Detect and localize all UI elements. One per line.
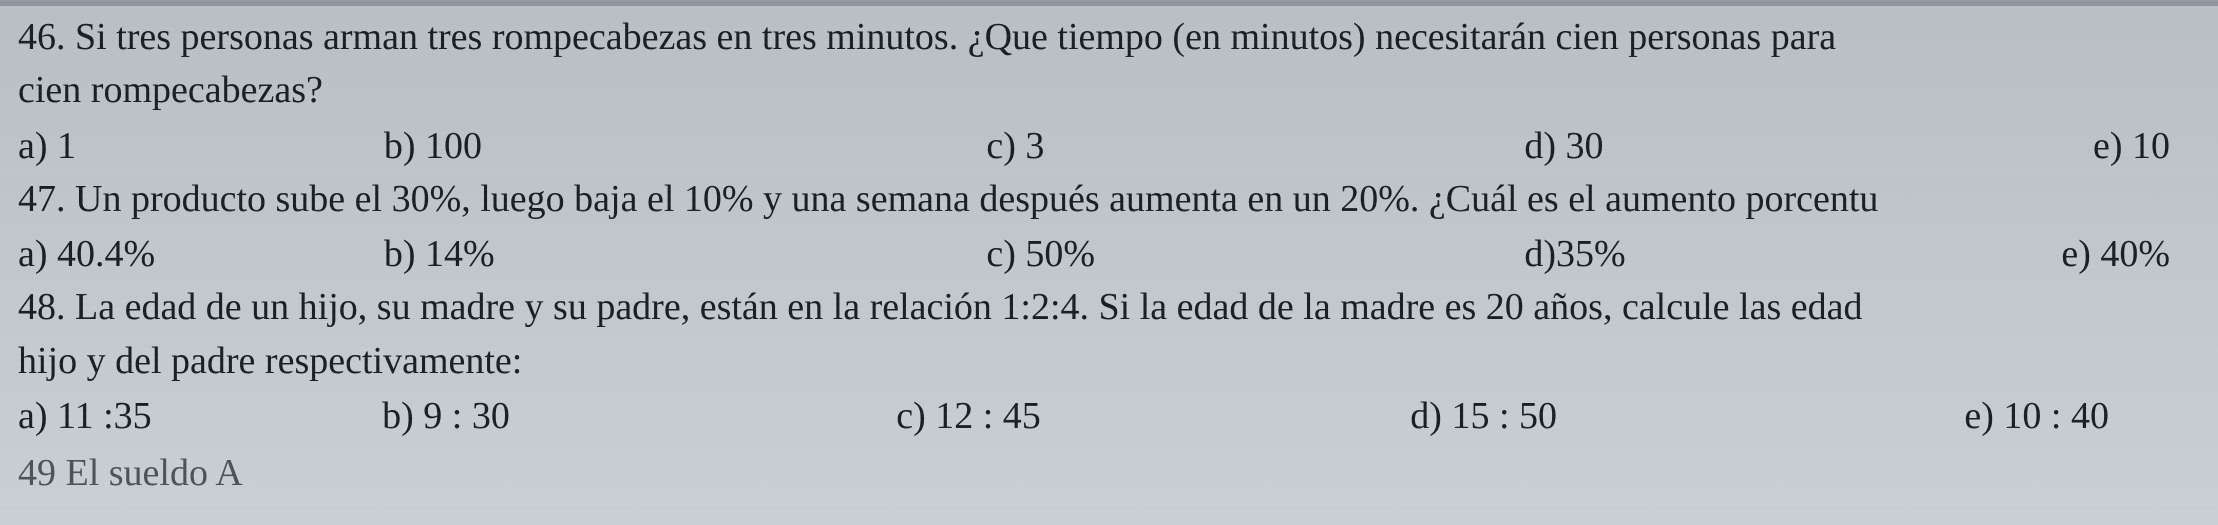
q48-option-c: c) 12 : 45 <box>896 391 1410 442</box>
q47-option-b: b) 14% <box>384 229 987 280</box>
q47-option-d: d)35% <box>1524 229 2019 280</box>
question-46-line1: 46. Si tres personas arman tres rompecab… <box>18 12 2200 65</box>
question-46-options: a) 1 b) 100 c) 3 d) 30 e) 10 <box>18 119 2200 174</box>
q46-option-d: d) 30 <box>1524 121 2019 172</box>
q47-option-a: a) 40.4% <box>18 229 384 280</box>
q48-option-d: d) 15 : 50 <box>1410 391 1924 442</box>
question-49-cutoff: 49 El sueldo A <box>18 448 2200 501</box>
q46-option-b: b) 100 <box>384 121 987 172</box>
q48-option-e: e) 10 : 40 <box>1924 391 2200 442</box>
q48-option-b: b) 9 : 30 <box>382 391 896 442</box>
question-46-line2: cien rompecabezas? <box>18 65 2200 118</box>
question-48-line1: 48. La edad de un hijo, su madre y su pa… <box>18 282 2200 335</box>
q48-option-a: a) 11 :35 <box>18 391 382 442</box>
q47-option-c: c) 50% <box>986 229 1524 280</box>
q46-option-a: a) 1 <box>18 121 384 172</box>
document-page: 46. Si tres personas arman tres rompecab… <box>0 0 2218 502</box>
q46-option-c: c) 3 <box>986 121 1524 172</box>
question-47-line1: 47. Un producto sube el 30%, luego baja … <box>18 174 2200 227</box>
question-48-line2: hijo y del padre respectivamente: <box>18 336 2200 389</box>
question-47-options: a) 40.4% b) 14% c) 50% d)35% e) 40% <box>18 227 2200 282</box>
q46-option-e: e) 10 <box>2019 121 2200 172</box>
question-48-options: a) 11 :35 b) 9 : 30 c) 12 : 45 d) 15 : 5… <box>18 389 2200 444</box>
q47-option-e: e) 40% <box>2019 229 2200 280</box>
window-top-border <box>0 0 2218 6</box>
